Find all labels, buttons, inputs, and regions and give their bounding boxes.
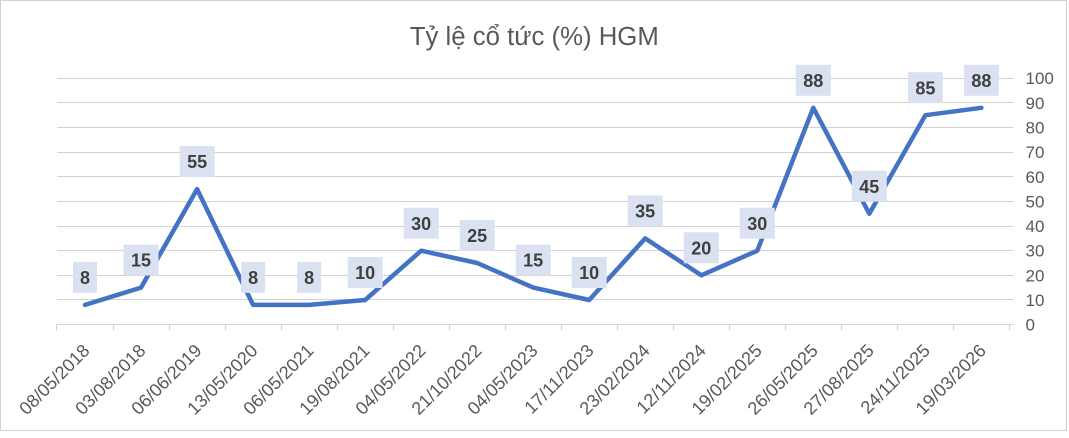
svg-text:100: 100	[1026, 69, 1054, 88]
svg-text:35: 35	[635, 202, 655, 222]
svg-text:45: 45	[859, 177, 879, 197]
svg-text:88: 88	[971, 71, 991, 91]
svg-text:88: 88	[803, 71, 823, 91]
svg-text:90: 90	[1026, 94, 1045, 113]
svg-text:70: 70	[1026, 143, 1045, 162]
svg-text:10: 10	[355, 263, 375, 283]
svg-text:40: 40	[1026, 217, 1045, 236]
svg-text:30: 30	[411, 214, 431, 234]
svg-text:15: 15	[523, 251, 543, 271]
svg-text:20: 20	[1026, 266, 1045, 285]
svg-text:10: 10	[1026, 291, 1045, 310]
svg-text:8: 8	[304, 268, 314, 288]
svg-text:55: 55	[187, 152, 207, 172]
svg-text:85: 85	[915, 78, 935, 98]
svg-text:30: 30	[747, 214, 767, 234]
svg-text:80: 80	[1026, 119, 1045, 138]
svg-text:60: 60	[1026, 168, 1045, 187]
svg-text:25: 25	[467, 226, 487, 246]
svg-text:8: 8	[248, 268, 258, 288]
svg-text:10: 10	[579, 263, 599, 283]
svg-text:0: 0	[1026, 316, 1035, 335]
svg-text:50: 50	[1026, 192, 1045, 211]
svg-text:30: 30	[1026, 242, 1045, 261]
svg-text:20: 20	[691, 238, 711, 258]
svg-text:8: 8	[80, 268, 90, 288]
svg-text:Tỷ lệ cổ tức (%) HGM: Tỷ lệ cổ tức (%) HGM	[410, 23, 659, 51]
svg-text:15: 15	[131, 251, 151, 271]
